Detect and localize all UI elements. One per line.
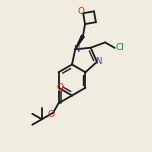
Text: O: O: [56, 83, 63, 92]
Text: N: N: [73, 45, 79, 54]
Polygon shape: [75, 35, 84, 49]
Text: Cl: Cl: [115, 43, 124, 52]
Text: O: O: [48, 110, 55, 119]
Text: N: N: [95, 57, 101, 66]
Text: O: O: [78, 7, 85, 16]
